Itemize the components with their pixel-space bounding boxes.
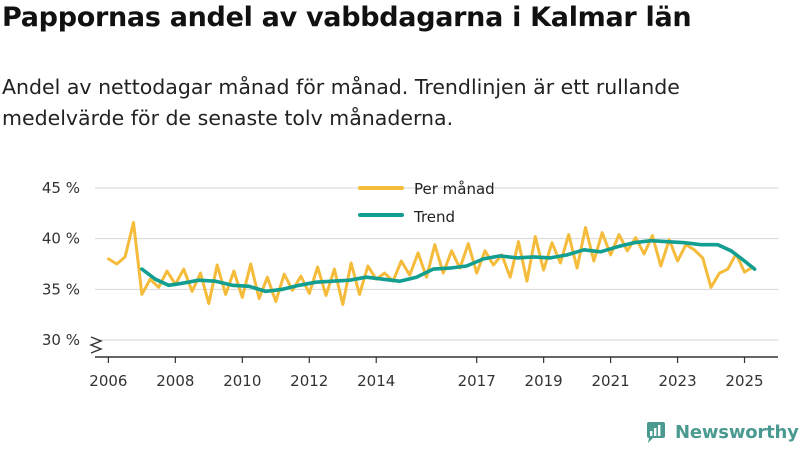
x-tick-label-2021: 2021 xyxy=(592,372,630,390)
x-tick-label-2012: 2012 xyxy=(290,372,328,390)
x-tick-label-2014: 2014 xyxy=(357,372,395,390)
x-tick-label-2025: 2025 xyxy=(725,372,763,390)
x-axis: 2006 2008 2010 2012 2014 2017 2019 2021 2023 2025 xyxy=(89,356,778,390)
x-tick-label-2006: 2006 xyxy=(89,372,127,390)
x-tick-label-2019: 2019 xyxy=(525,372,563,390)
chart-title: Pappornas andel av vabbdagarna i Kalmar … xyxy=(2,2,692,33)
legend-label-per-manad: Per månad xyxy=(414,180,495,198)
series-line-per-manad xyxy=(106,221,755,306)
x-tick-label-2017: 2017 xyxy=(458,372,496,390)
x-tick-label-2023: 2023 xyxy=(658,372,696,390)
newsworthy-logo-icon xyxy=(647,422,665,443)
y-tick-label-35: 35 % xyxy=(42,280,80,298)
x-tick-label-2010: 2010 xyxy=(223,372,261,390)
chart-subtitle: Andel av nettodagar månad för månad. Tre… xyxy=(2,75,680,130)
y-tick-label-30: 30 % xyxy=(42,331,80,349)
grid: 30 % 35 % 40 % 45 % xyxy=(42,179,778,349)
y-tick-label-40: 40 % xyxy=(42,230,80,248)
legend-label-trend: Trend xyxy=(413,208,455,226)
y-tick-label-45: 45 % xyxy=(42,179,80,197)
y-axis-break-icon xyxy=(89,336,103,354)
legend: Per månad Trend xyxy=(358,180,495,226)
x-tick-label-2008: 2008 xyxy=(156,372,194,390)
newsworthy-logo: Newsworthy xyxy=(644,420,799,444)
newsworthy-logo-text: Newsworthy xyxy=(675,421,799,443)
series-line-trend xyxy=(140,238,757,294)
series-group xyxy=(106,221,757,306)
